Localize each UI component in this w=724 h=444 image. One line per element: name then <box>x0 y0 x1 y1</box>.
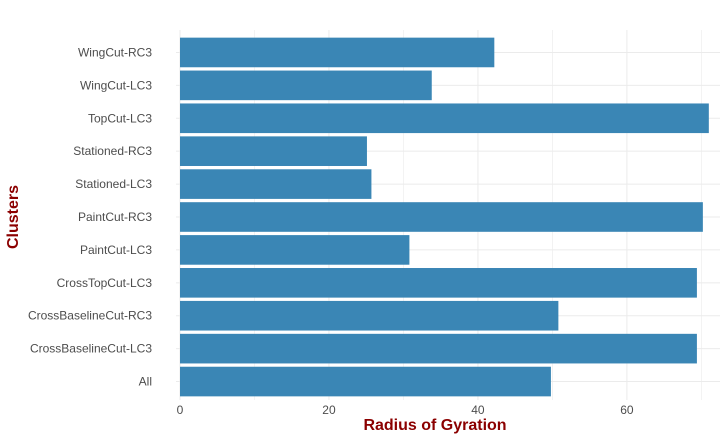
bar-wingcut-lc3 <box>180 70 432 101</box>
bar-wingcut-rc3 <box>180 37 495 68</box>
x-tick-label: 0 <box>177 403 184 417</box>
y-tick-label: CrossTopCut-LC3 <box>57 276 153 290</box>
bar-layer <box>180 37 709 397</box>
bar-stationed-lc3 <box>180 169 372 199</box>
y-tick-label: Stationed-LC3 <box>75 177 152 191</box>
bar-stationed-rc3 <box>180 136 367 166</box>
y-axis-title: Clusters <box>5 185 22 249</box>
x-tick-label: 60 <box>620 403 634 417</box>
bar-paintcut-lc3 <box>180 235 410 265</box>
x-axis-title: Radius of Gyration <box>363 417 506 434</box>
bar-topcut-lc3 <box>180 103 709 134</box>
y-tick-labels: All CrossBaselineCut-LC3 CrossBaselineCut-… <box>28 45 152 388</box>
x-tick-label: 20 <box>322 403 336 417</box>
y-tick-label: PaintCut-LC3 <box>80 243 152 257</box>
x-tick-label: 40 <box>471 403 485 417</box>
y-tick-label: CrossBaselineCut-RC3 <box>28 309 152 323</box>
bar-crossbaselinecut-lc3 <box>180 333 697 364</box>
y-tick-label: WingCut-LC3 <box>80 78 152 92</box>
y-tick-label: Stationed-RC3 <box>73 144 152 158</box>
bar-all <box>180 366 551 397</box>
y-tick-label: All <box>139 375 152 389</box>
y-tick-label: PaintCut-RC3 <box>78 210 152 224</box>
bar-paintcut-rc3 <box>180 202 703 232</box>
y-tick-label: TopCut-LC3 <box>88 111 152 125</box>
bar-crosstopcut-lc3 <box>180 268 697 298</box>
y-tick-label: WingCut-RC3 <box>78 45 152 59</box>
x-tick-labels: 0 20 40 60 <box>177 403 634 417</box>
bar-crossbaselinecut-rc3 <box>180 300 559 331</box>
y-tick-label: CrossBaselineCut-LC3 <box>30 342 152 356</box>
